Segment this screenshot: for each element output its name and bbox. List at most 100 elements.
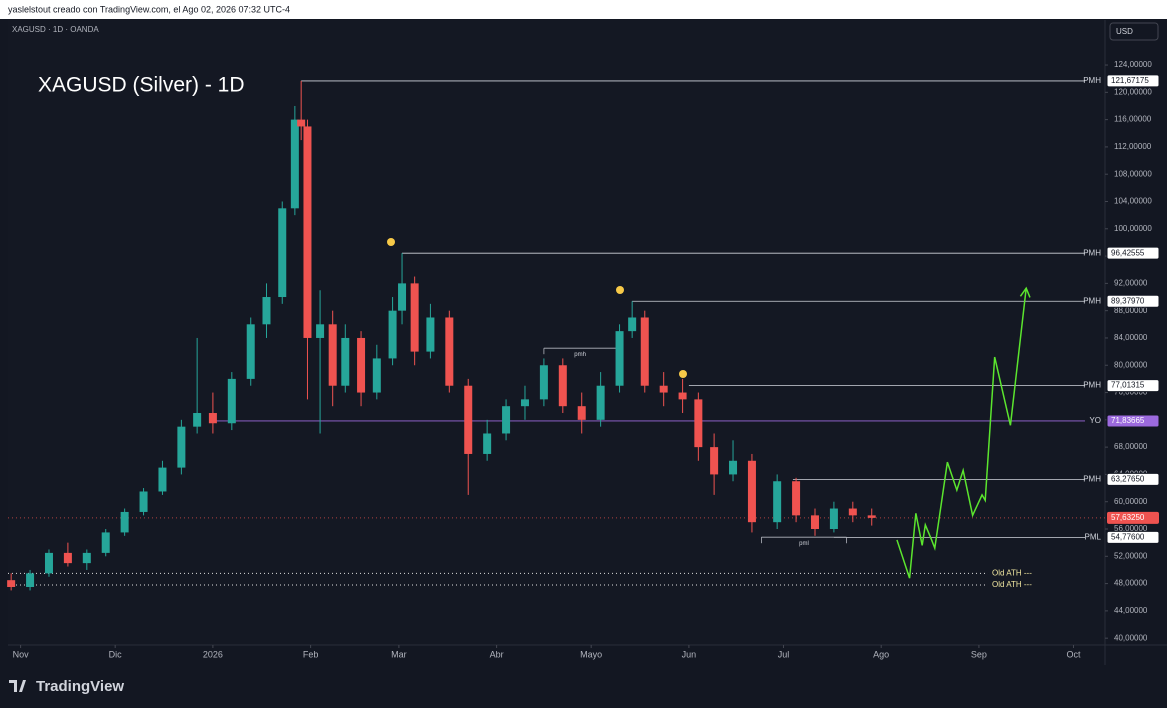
level-value-box	[1106, 74, 1160, 88]
candle-body	[303, 126, 312, 338]
candle-body	[577, 406, 586, 420]
x-tick-label: Mayo	[580, 649, 602, 659]
y-tick-label: 76,00000	[1114, 388, 1148, 397]
brand-text: TradingView	[36, 678, 124, 695]
candle-body	[208, 413, 217, 424]
candle-body	[678, 392, 687, 400]
candle-body	[410, 283, 419, 352]
projection-line	[896, 288, 1027, 579]
candle-body	[464, 385, 473, 454]
old-ath-label: Old ATH ---	[992, 580, 1032, 589]
y-tick-label: 120,00000	[1114, 87, 1152, 96]
level-name: YO	[1089, 416, 1101, 425]
candle-body	[341, 337, 350, 386]
candle-body	[44, 552, 53, 574]
y-tick-label: 116,00000	[1114, 115, 1152, 124]
candle-body	[773, 481, 782, 523]
candle-body	[372, 358, 381, 393]
chart-pane	[8, 20, 1105, 645]
candle-body	[810, 515, 819, 530]
level-value-box	[1106, 472, 1160, 486]
logo	[9, 680, 26, 692]
x-tick-label: Oct	[1066, 649, 1081, 659]
candle-body	[640, 317, 649, 386]
candle-body	[483, 433, 492, 454]
y-tick-label: 68,00000	[1114, 442, 1148, 451]
y-tick-label: 40,00000	[1114, 633, 1148, 642]
candle-body	[101, 532, 110, 553]
y-tick-label: 48,00000	[1114, 579, 1148, 588]
lightbulb-icon	[387, 238, 395, 246]
level-name: PMH	[1083, 474, 1101, 483]
candle-body	[262, 297, 271, 325]
candle-body	[26, 573, 35, 588]
projection-arrowhead	[1019, 286, 1031, 298]
candle-body	[867, 515, 876, 518]
x-tick-label: Dic	[109, 649, 122, 659]
candle-body	[710, 447, 719, 475]
candle-body	[290, 119, 299, 209]
level-name: PMH	[1083, 76, 1101, 85]
candle-body	[694, 399, 703, 448]
level-value-label: 63,27650	[1111, 474, 1145, 483]
level-value-label: 96,42555	[1111, 248, 1145, 257]
swing-label: pmh	[574, 352, 586, 358]
level-value-box	[1106, 294, 1160, 308]
candle-body	[82, 552, 91, 564]
x-tick-label: Sep	[971, 649, 987, 659]
idea-markers	[387, 238, 687, 378]
candle-body	[227, 378, 236, 424]
x-tick-label: Nov	[13, 649, 30, 659]
candle-body	[328, 324, 337, 386]
y-tick-label: 88,00000	[1114, 306, 1148, 315]
y-tick-label: 44,00000	[1114, 606, 1148, 615]
y-tick-label: 60,00000	[1114, 497, 1148, 506]
y-tick-label: 104,00000	[1114, 197, 1152, 206]
currency-box	[1109, 22, 1159, 41]
candle-body	[792, 481, 801, 516]
swing-label: pml	[799, 541, 809, 547]
level-name: PMH	[1083, 296, 1101, 305]
candle-body	[316, 324, 325, 338]
level-value-label: 71,83665	[1111, 416, 1145, 425]
y-tick-label: 84,00000	[1114, 333, 1148, 342]
level-value-box	[1106, 414, 1160, 428]
logo-icon	[9, 680, 26, 692]
candle-body	[7, 580, 16, 588]
candle-body	[829, 508, 838, 530]
candle-body	[63, 552, 72, 564]
level-name: PMH	[1083, 248, 1101, 257]
candle-body	[747, 460, 756, 523]
level-value-label: 89,37970	[1111, 296, 1145, 305]
y-tick-label: 100,00000	[1114, 224, 1152, 233]
candle-body	[426, 317, 435, 352]
symbol-text: XAGUSD · 1D · OANDA	[12, 25, 99, 34]
level-value-box	[1106, 379, 1160, 393]
x-tick-label: Feb	[303, 649, 319, 659]
y-tick-label: 92,00000	[1114, 278, 1148, 287]
candle-body	[615, 331, 624, 386]
candle-body	[628, 317, 637, 332]
candle-body	[388, 310, 397, 359]
level-name: PMH	[1083, 381, 1101, 390]
candle-body	[193, 413, 202, 427]
candle-body	[398, 283, 407, 311]
y-tick-label: 124,00000	[1114, 60, 1152, 69]
candle-body	[177, 426, 186, 468]
candle-body	[139, 491, 148, 512]
candle-body	[729, 460, 738, 475]
level-value-label: 121,67175	[1111, 76, 1149, 85]
currency-label: USD	[1116, 27, 1133, 36]
level-value-box	[1106, 530, 1160, 544]
level-value-label: 54,77600	[1111, 532, 1145, 541]
header-text: yaslelstout creado con TradingView.com, …	[8, 4, 290, 14]
last-price-box	[1107, 511, 1159, 524]
x-tick-label: Ago	[873, 649, 889, 659]
chart-title: XAGUSD (Silver) - 1D	[38, 74, 245, 97]
candle-body	[158, 467, 167, 492]
candle-body	[120, 511, 129, 533]
x-tick-label: Jun	[682, 649, 697, 659]
x-tick-label: Jul	[778, 649, 790, 659]
